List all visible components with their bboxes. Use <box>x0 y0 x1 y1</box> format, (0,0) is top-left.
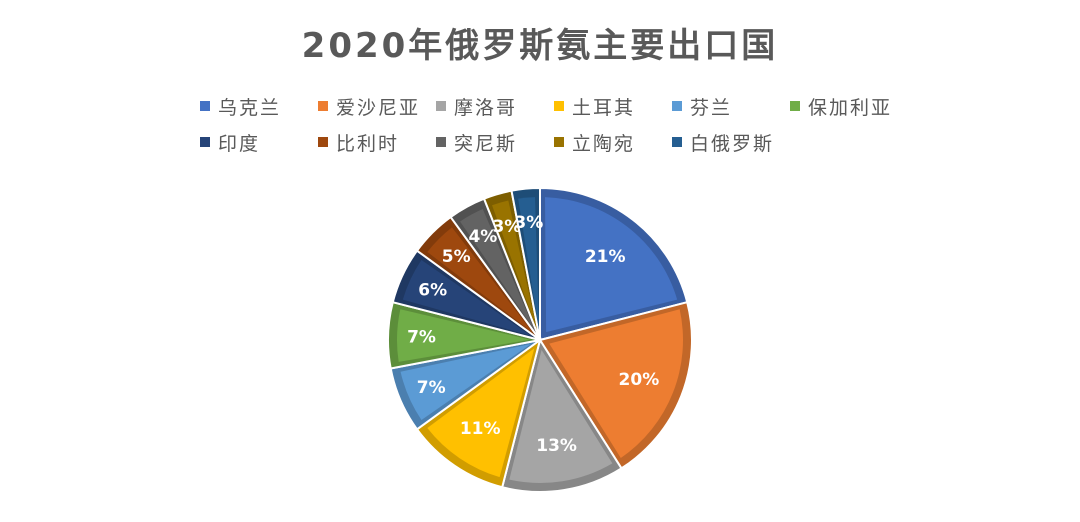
legend-label: 比利时 <box>336 132 400 155</box>
legend-label: 白俄罗斯 <box>690 132 775 155</box>
legend-label: 乌克兰 <box>218 96 282 119</box>
legend-label: 保加利亚 <box>808 96 893 119</box>
legend-swatch <box>436 101 446 111</box>
legend-item: 摩洛哥 <box>436 93 554 120</box>
pie-slice-face <box>396 309 530 362</box>
legend-label: 印度 <box>218 132 261 155</box>
pie-slice-label: 4% <box>468 227 497 247</box>
pie-slice-face <box>509 349 613 484</box>
pie-slice-face <box>427 348 535 478</box>
legend-label: 摩洛哥 <box>454 96 518 119</box>
legend-label: 土耳其 <box>572 96 636 119</box>
legend-swatch <box>790 101 800 111</box>
legend-swatch <box>436 137 446 147</box>
pie-slice-label: 7% <box>407 327 436 347</box>
legend-swatch <box>554 101 564 111</box>
pie-slice-face <box>427 227 533 333</box>
legend-label: 爱沙尼亚 <box>336 96 421 119</box>
legend-label: 立陶宛 <box>572 132 636 155</box>
legend-item: 印度 <box>200 129 318 156</box>
legend-swatch <box>672 137 682 147</box>
pie-slice-face <box>402 260 531 336</box>
pie-slice-face <box>400 343 531 420</box>
pie-slice-label: 7% <box>417 378 446 398</box>
pie-slice-face <box>460 208 536 332</box>
legend-item: 土耳其 <box>554 93 672 120</box>
pie-slice-label: 5% <box>442 247 471 267</box>
legend-label: 芬兰 <box>690 96 733 119</box>
pie-slice-label: 3% <box>492 217 521 237</box>
legend-row: 乌克兰 爱沙尼亚 摩洛哥 土耳其 芬兰 保加利亚 <box>200 92 920 120</box>
legend-item: 突尼斯 <box>436 129 554 156</box>
legend-swatch <box>200 137 210 147</box>
legend-item: 立陶宛 <box>554 129 672 156</box>
legend-item: 乌克兰 <box>200 93 318 120</box>
pie-slice-label: 21% <box>585 247 626 267</box>
legend-swatch <box>318 137 328 147</box>
pie-slice-face <box>492 200 538 331</box>
legend-label: 突尼斯 <box>454 132 518 155</box>
chart-title: 2020年俄罗斯氨主要出口国 <box>301 26 779 66</box>
legend-swatch <box>200 101 210 111</box>
pie-slice-label: 13% <box>536 436 577 456</box>
legend-item: 白俄罗斯 <box>672 129 790 156</box>
pie-slice-face <box>518 197 540 331</box>
legend-swatch <box>318 101 328 111</box>
legend-swatch <box>672 101 682 111</box>
legend-swatch <box>554 137 564 147</box>
pie-slice-label: 20% <box>619 370 660 390</box>
chart-legend: 乌克兰 爱沙尼亚 摩洛哥 土耳其 芬兰 保加利亚印度 比利时 突尼斯 立陶宛 白俄罗斯 <box>200 92 920 164</box>
legend-row: 印度 比利时 突尼斯 立陶宛 白俄罗斯 <box>200 128 920 156</box>
pie-slice-face <box>549 309 684 458</box>
legend-item: 比利时 <box>318 129 436 156</box>
legend-item: 保加利亚 <box>790 93 908 120</box>
pie-slice-label: 11% <box>460 419 501 439</box>
pie-slice-label: 3% <box>514 213 543 233</box>
legend-item: 芬兰 <box>672 93 790 120</box>
legend-item: 爱沙尼亚 <box>318 93 436 120</box>
pie-slice-label: 6% <box>418 281 447 301</box>
pie-slice-face <box>545 197 678 333</box>
